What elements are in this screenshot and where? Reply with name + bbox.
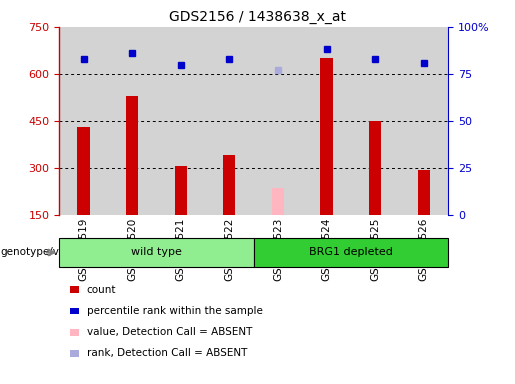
Bar xyxy=(224,156,235,215)
Bar xyxy=(400,27,448,215)
Bar xyxy=(272,189,284,215)
Text: wild type: wild type xyxy=(131,247,182,258)
Bar xyxy=(418,170,430,215)
Bar xyxy=(77,127,90,215)
Text: count: count xyxy=(87,285,116,295)
Bar xyxy=(253,27,302,215)
Text: BRG1 depleted: BRG1 depleted xyxy=(309,247,393,258)
Text: rank, Detection Call = ABSENT: rank, Detection Call = ABSENT xyxy=(87,348,247,358)
Bar xyxy=(108,27,157,215)
Bar xyxy=(126,96,138,215)
Bar xyxy=(175,166,187,215)
Text: GDS2156 / 1438638_x_at: GDS2156 / 1438638_x_at xyxy=(169,10,346,23)
Text: genotype/variation: genotype/variation xyxy=(1,247,99,258)
Bar xyxy=(351,27,400,215)
Bar xyxy=(59,27,108,215)
Bar xyxy=(157,27,205,215)
Bar xyxy=(369,121,381,215)
Text: percentile rank within the sample: percentile rank within the sample xyxy=(87,306,263,316)
Bar xyxy=(302,27,351,215)
Text: value, Detection Call = ABSENT: value, Detection Call = ABSENT xyxy=(87,327,252,337)
Bar xyxy=(205,27,253,215)
Bar xyxy=(320,58,333,215)
